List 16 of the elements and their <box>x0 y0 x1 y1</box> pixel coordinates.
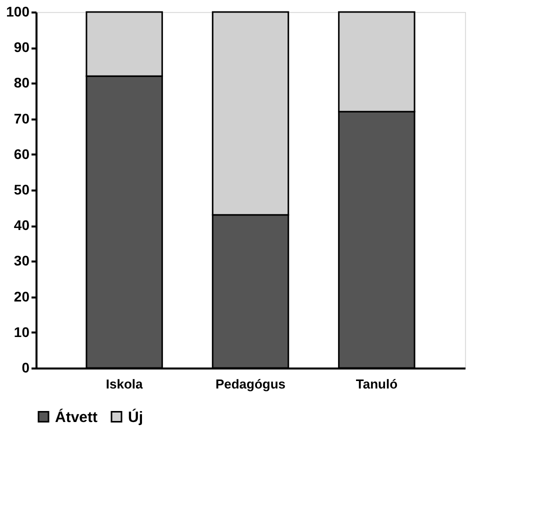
y-tick-label: 90 <box>14 39 30 56</box>
y-tick-label: 50 <box>14 182 30 198</box>
x-tick-label: Iskola <box>106 376 144 392</box>
y-tick-label: 80 <box>14 74 30 91</box>
y-tick-label: 40 <box>14 217 30 234</box>
legend-label: Átvett <box>55 408 98 426</box>
legend-label: Új <box>128 408 143 426</box>
x-tick-label: Tanuló <box>356 376 398 392</box>
y-tick-label: 10 <box>14 324 30 340</box>
x-tick-label: Pedagógus <box>215 376 286 392</box>
y-tick-label: 60 <box>14 146 30 162</box>
y-tick-label: 30 <box>14 252 30 269</box>
y-tick-label: 0 <box>22 360 30 376</box>
y-tick-label: 70 <box>14 110 30 126</box>
y-tick-label: 100 <box>6 4 30 20</box>
y-tick-label: 20 <box>14 288 30 304</box>
